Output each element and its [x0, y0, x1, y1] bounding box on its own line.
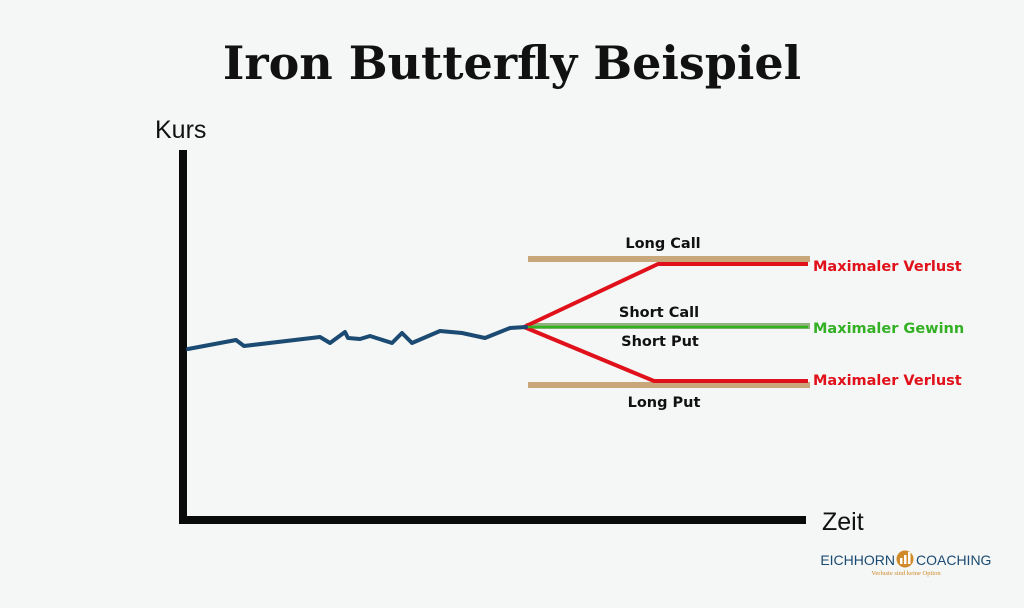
long-call-label: Long Call — [625, 236, 700, 252]
max-loss-top-line — [523, 262, 808, 329]
max-loss-bottom-label: Maximaler Verlust — [813, 373, 962, 389]
logo-tagline: Verluste sind keine Option — [871, 570, 941, 577]
max-loss-top-label: Maximaler Verlust — [813, 259, 962, 275]
bar-chart-icon — [896, 550, 914, 568]
short-put-label: Short Put — [621, 334, 699, 350]
page-title: Iron Butterfly Beispiel — [223, 36, 801, 90]
max-gain-label: Maximaler Gewinn — [813, 321, 964, 337]
price-line — [186, 325, 528, 351]
long-put-label: Long Put — [628, 395, 701, 411]
logo-right-text: COACHING — [916, 552, 991, 568]
x-axis-label: Zeit — [822, 508, 864, 536]
logo-left-text: EICHHORN — [820, 552, 895, 568]
logo: EICHHORN COACHING Verluste sind keine Op… — [820, 550, 991, 577]
max-loss-bottom-line — [523, 325, 808, 383]
short-call-label: Short Call — [619, 305, 699, 321]
y-axis-label: Kurs — [155, 116, 206, 144]
